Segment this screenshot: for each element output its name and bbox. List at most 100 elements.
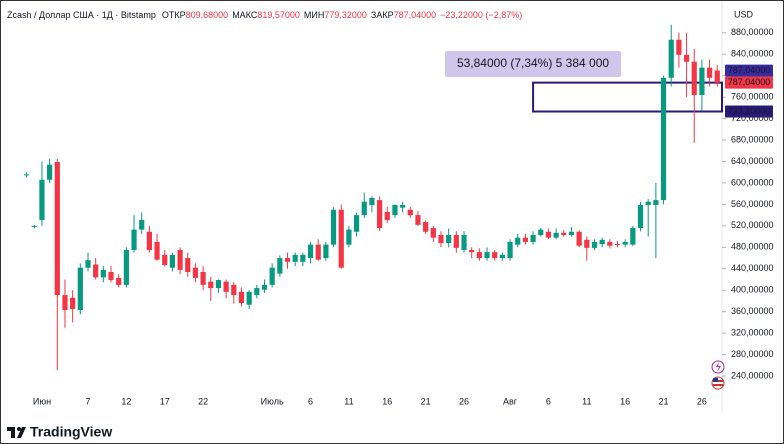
last-price-label: 787,04000: [728, 77, 771, 87]
candle-body: [568, 231, 575, 235]
candle-body: [507, 241, 513, 259]
y-tick-label: 360,00000: [731, 306, 774, 316]
x-tick-label: 26: [459, 396, 469, 406]
candle-body: [208, 281, 214, 289]
candle-body: [538, 229, 544, 235]
candle-body: [438, 234, 444, 244]
candle-body: [430, 228, 436, 238]
candle-body: [384, 211, 390, 220]
candle-body: [24, 174, 30, 176]
candle-body: [545, 231, 552, 238]
candle-body: [576, 231, 582, 246]
candle-body: [123, 250, 129, 285]
measure-box: [445, 51, 621, 77]
candle-body: [238, 291, 245, 304]
candle-body: [369, 197, 375, 205]
candle-body: [307, 244, 314, 259]
candle-body: [653, 200, 659, 205]
candle-body: [415, 215, 421, 225]
candle-body: [599, 239, 605, 245]
candle-body: [162, 254, 168, 266]
candle-body: [346, 229, 352, 245]
candle-body: [185, 258, 191, 272]
candle-body: [492, 252, 498, 259]
candle-body: [353, 215, 360, 232]
low-label: МИН: [304, 10, 324, 20]
candle-body: [691, 61, 697, 95]
y-tick-label: 240,00000: [731, 370, 774, 380]
x-tick-label: 12: [121, 396, 131, 406]
currency: USD: [734, 9, 754, 19]
candle-body: [476, 252, 482, 259]
candle-body: [31, 225, 37, 227]
logo: TradingView: [7, 424, 112, 440]
x-tick-label: 17: [160, 396, 170, 406]
close-value: 787,04000: [394, 10, 437, 20]
x-tick-label: 16: [382, 396, 392, 406]
x-tick-label: 11: [582, 396, 591, 406]
x-tick-label: Авг: [503, 396, 518, 406]
y-tick-label: 840,00000: [731, 49, 774, 59]
x-tick-label: 16: [620, 396, 630, 406]
candle-body: [584, 239, 590, 248]
y-tick-label: 320,00000: [731, 328, 774, 338]
candle-body: [423, 222, 429, 232]
candle-body: [254, 288, 260, 296]
candle-body: [522, 237, 529, 242]
candle-body: [392, 204, 398, 216]
candle-body: [614, 244, 621, 246]
candle-body: [323, 244, 329, 259]
candle-body: [530, 234, 536, 242]
measure-low-label: 733,20000: [728, 106, 771, 116]
candle-body: [231, 284, 237, 296]
icons: [711, 360, 725, 390]
y-tick-label: 560,00000: [731, 199, 774, 209]
candle-body: [553, 232, 559, 238]
y-tick-label: 280,00000: [731, 349, 774, 359]
candle-body: [154, 241, 160, 260]
measure-label: 53,84000 (7,34%) 5 384 000: [457, 56, 609, 70]
y-tick-label: 760,00000: [731, 92, 774, 102]
x-tick-label: Июль: [261, 396, 284, 406]
candle-body: [400, 204, 406, 208]
candle-body: [85, 260, 91, 268]
candle-body: [93, 264, 99, 278]
candle-body: [453, 234, 459, 248]
candle-body: [131, 229, 137, 250]
candle-body: [607, 241, 613, 246]
measure-high-label-box: [725, 64, 773, 77]
low-value: 779,32000: [324, 10, 367, 20]
candle-body: [637, 204, 644, 229]
candle-body: [446, 234, 452, 244]
x-tick-label: 26: [697, 396, 707, 406]
candle-body: [699, 67, 705, 95]
change: −23,22000 (−2,87%): [440, 10, 522, 20]
candle-body: [261, 284, 268, 290]
candle-body: [484, 252, 490, 259]
candle-body: [177, 250, 183, 270]
x-tick-label: 21: [659, 396, 669, 406]
candle-body: [223, 281, 229, 292]
candle-body: [499, 254, 505, 259]
y-tick-label: 400,00000: [731, 285, 774, 295]
candle-body: [277, 258, 283, 274]
candle-body: [315, 244, 321, 260]
measure-range: [532, 81, 723, 113]
x-tick-label: Июн: [33, 396, 51, 406]
candle-body: [269, 267, 275, 285]
candle-body: [215, 280, 222, 289]
candle-body: [676, 39, 682, 55]
candle-body: [246, 291, 252, 305]
y-tick-label: 480,00000: [731, 242, 774, 252]
candle-body: [77, 267, 83, 311]
candle-body: [407, 209, 413, 216]
header: Zcash / Доллар США · 1Д · Bitstamp ОТКР80…: [7, 10, 522, 20]
x-tick-label: 6: [308, 396, 313, 406]
brand: TradingView: [30, 424, 112, 440]
x-tick-label: 11: [344, 396, 353, 406]
candle-body: [146, 231, 152, 250]
x-tick-label: 6: [546, 396, 551, 406]
measure-high-label: 787,04000: [728, 65, 771, 75]
